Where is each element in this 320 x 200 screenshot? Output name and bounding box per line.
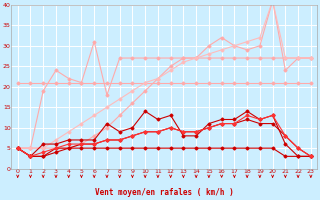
X-axis label: Vent moyen/en rafales ( km/h ): Vent moyen/en rafales ( km/h ) <box>95 188 234 197</box>
